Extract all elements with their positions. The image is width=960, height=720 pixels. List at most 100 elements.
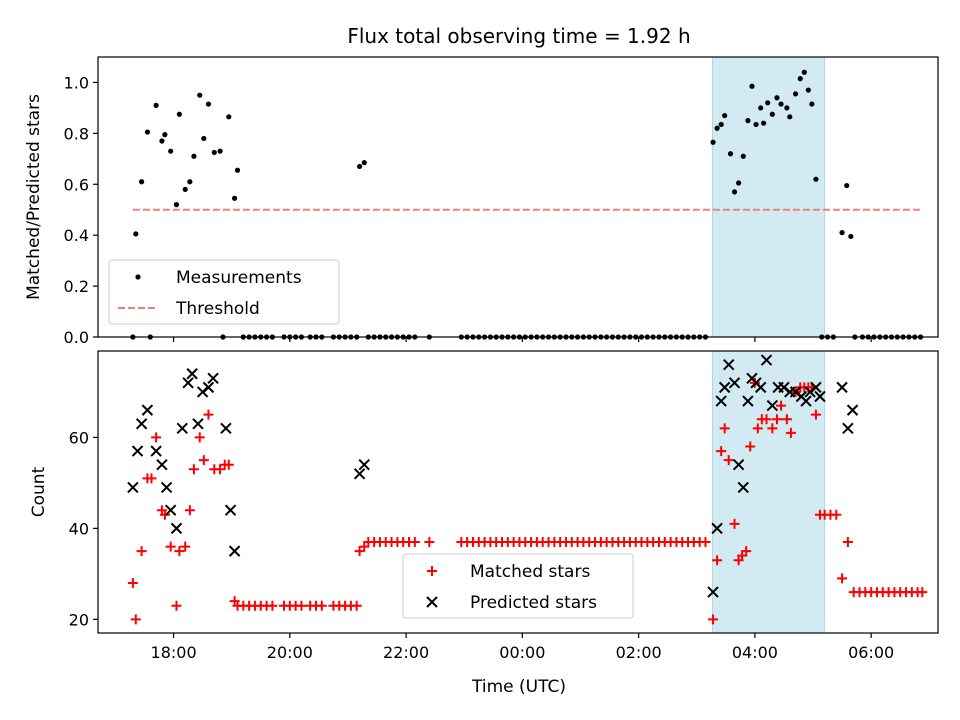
measurement-point [727, 151, 734, 157]
bottom-y-axis-label: Count [29, 466, 49, 517]
y-tick-label: 0.2 [64, 277, 89, 296]
measurement-point [226, 114, 232, 120]
predicted-point [754, 381, 767, 394]
measurement-point [201, 135, 207, 142]
predicted-point [156, 459, 168, 471]
measurement-point [191, 153, 197, 159]
predicted-point [164, 504, 177, 516]
predicted-point [836, 381, 848, 394]
predicted-point [728, 377, 741, 389]
measurement-point [745, 118, 751, 124]
x-tick-label: 06:00 [848, 643, 894, 662]
y-tick-label: 0.4 [64, 226, 89, 245]
measurement-point [159, 138, 165, 144]
axes-frame [97, 350, 939, 634]
matched-point [136, 546, 147, 557]
legend-label: Threshold [175, 299, 260, 319]
predicted-point [224, 504, 237, 516]
y-tick-label: 60 [69, 428, 89, 447]
matched-point [354, 546, 365, 557]
matched-point [729, 518, 740, 529]
legend-box [108, 259, 340, 325]
measurement-point [176, 111, 182, 117]
y-tick-label: 0.8 [64, 124, 89, 143]
predicted-point [711, 522, 723, 535]
measurement-point [187, 179, 193, 185]
highlight-span [711, 56, 826, 338]
matched-point [188, 464, 199, 475]
predicted-point [358, 459, 370, 471]
matched-point [723, 455, 734, 466]
predicted-point [160, 481, 173, 494]
matched-point [180, 541, 191, 552]
chart-title: Flux total observing time = 1.92 h [347, 24, 690, 48]
x-tick-label: 22:00 [383, 643, 429, 662]
x-tick-label: 02:00 [616, 643, 662, 662]
matched-point [296, 600, 307, 611]
matched-point [165, 541, 176, 552]
measurement-point [769, 111, 775, 117]
predicted-point [207, 372, 219, 384]
measurement-point [761, 120, 767, 126]
matched-point [708, 614, 719, 625]
matched-point [741, 546, 752, 557]
matched-point [127, 577, 138, 588]
x-tick-label: 18:00 [151, 643, 197, 662]
matched-point [223, 459, 234, 470]
measurement-point [714, 125, 720, 131]
measurement-point [758, 105, 764, 111]
legend: Measurements Threshold [108, 259, 340, 325]
predicted-point [353, 468, 366, 480]
matched-point [184, 505, 195, 516]
legend-label: Matched stars [470, 562, 590, 582]
predicted-point [127, 481, 139, 494]
bottom-panel: 20 40 60 18:00 20:00 22:00 00:00 02:00 04:00 06:0… [69, 350, 939, 662]
y-tick-label: 40 [69, 519, 89, 538]
measurement-point [784, 105, 790, 111]
matched-point [316, 600, 327, 611]
measurement-point [211, 149, 217, 156]
matched-point [776, 400, 787, 411]
predicted-point [718, 381, 731, 394]
predicted-point [228, 545, 241, 557]
measurement-point [787, 114, 793, 120]
predicted-point [150, 445, 162, 457]
measurement-point [797, 76, 803, 82]
measurement-point [749, 83, 755, 89]
top-y-axis-label: Matched/Predicted stars [24, 94, 44, 300]
predicted-point [131, 445, 144, 457]
y-tick-label: 0.0 [64, 328, 89, 347]
matched-point [159, 509, 170, 520]
matched-point [837, 573, 848, 584]
measurement-point [801, 69, 807, 75]
x-tick-label: 04:00 [732, 643, 778, 662]
measurement-point [809, 101, 815, 107]
series-predicted-stars [127, 354, 859, 598]
matched-point [130, 614, 141, 625]
matched-point [151, 432, 162, 443]
matched-point [171, 600, 182, 611]
matched-point [752, 423, 763, 434]
predicted-point [202, 381, 215, 394]
matched-point [810, 409, 821, 420]
x-axis-label: Time (UTC) [471, 677, 566, 697]
matched-point [351, 600, 362, 611]
measurement-point [839, 230, 845, 236]
predicted-point [135, 418, 148, 430]
matched-point [203, 409, 214, 420]
legend-label: Measurements [176, 268, 302, 288]
matched-point [761, 414, 772, 425]
measurement-point [848, 233, 854, 240]
axes-frame [97, 56, 939, 338]
measurement-point [753, 121, 759, 128]
measurement-point [722, 112, 728, 119]
legend: Matched stars Predicted stars [402, 553, 634, 619]
matched-point [700, 537, 711, 548]
matched-point [719, 423, 730, 434]
predicted-point [732, 459, 745, 471]
predicted-point [176, 422, 188, 435]
predicted-point [800, 395, 812, 407]
measurement-point [813, 176, 819, 182]
predicted-point [766, 399, 779, 412]
matched-point [146, 473, 157, 484]
